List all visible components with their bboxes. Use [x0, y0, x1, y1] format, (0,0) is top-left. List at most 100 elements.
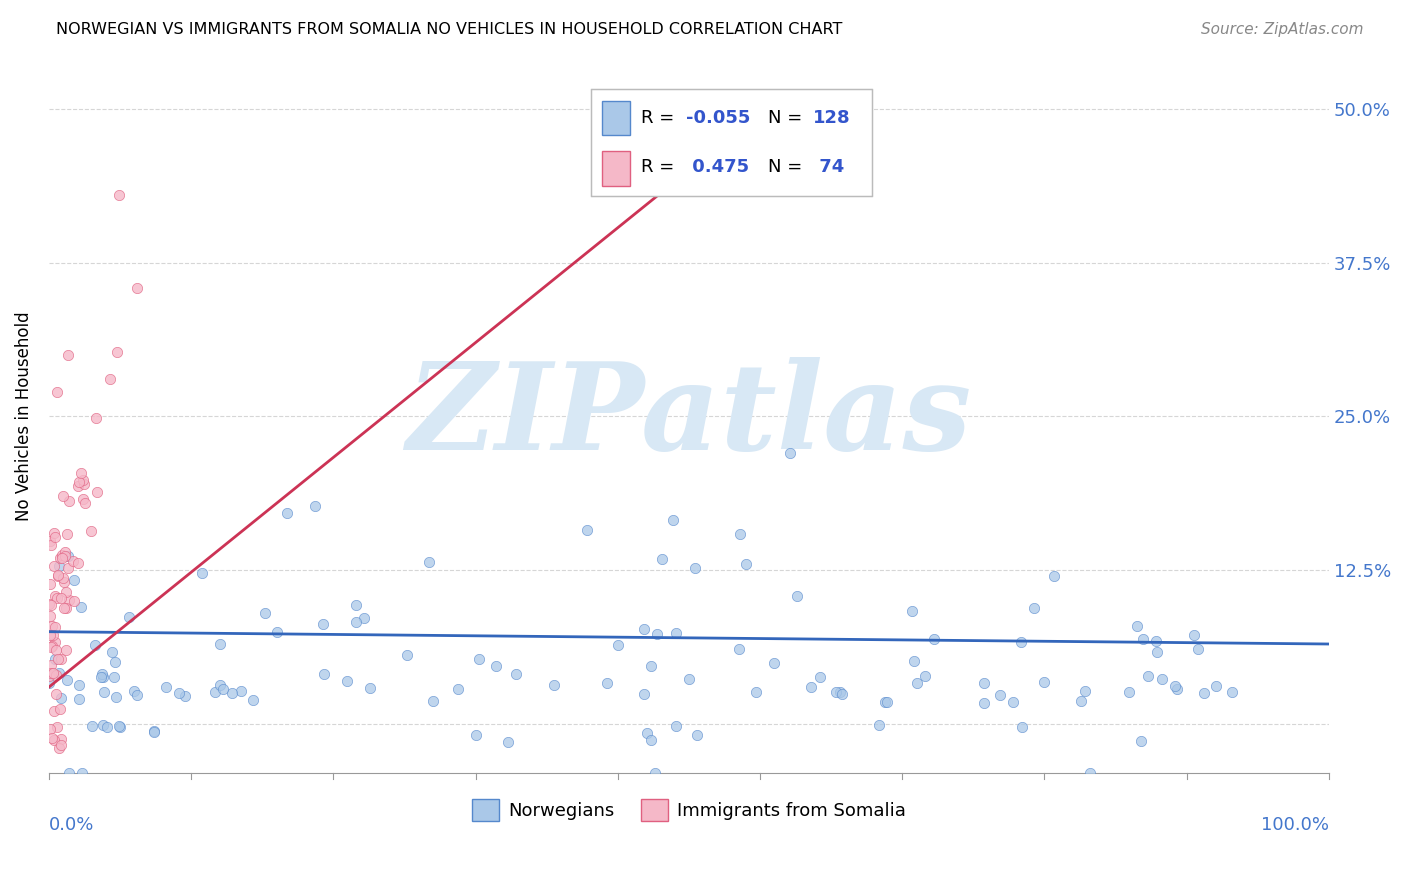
Text: 0.0%: 0.0%: [49, 816, 94, 834]
Point: [973, 696, 995, 710]
Point: [208, 637, 231, 651]
Point: [496, 735, 519, 749]
Point: [118, 609, 141, 624]
Point: [1205, 679, 1227, 693]
Point: [543, 678, 565, 692]
Point: [49, 551, 72, 566]
Point: [86, 485, 108, 500]
Point: [51, 548, 73, 562]
Point: [38, 534, 60, 549]
Point: [42, 732, 65, 747]
Point: [104, 690, 127, 704]
Point: [51, 551, 73, 566]
Point: [640, 733, 662, 747]
Point: [80, 719, 103, 733]
Point: [44, 635, 66, 649]
Point: [353, 611, 375, 625]
Point: [49, 651, 72, 665]
Point: [91, 718, 114, 732]
Bar: [602, 101, 630, 136]
Point: [1136, 669, 1159, 683]
Point: [72, 474, 94, 488]
Point: [191, 566, 214, 580]
Point: [62, 553, 84, 567]
Point: [683, 561, 706, 575]
Point: [46, 591, 69, 605]
Point: [49, 691, 72, 706]
Point: [728, 527, 751, 541]
Point: [344, 598, 367, 612]
Point: [1164, 679, 1187, 693]
Point: [42, 666, 65, 681]
Text: N =: N =: [768, 109, 807, 127]
Point: [75, 495, 97, 509]
Point: [468, 652, 491, 666]
Point: [48, 559, 70, 574]
Point: [645, 627, 668, 641]
Point: [465, 728, 488, 742]
Text: R =: R =: [641, 159, 681, 177]
Point: [39, 538, 62, 552]
Point: [607, 639, 630, 653]
Point: [1032, 675, 1054, 690]
Text: -0.055: -0.055: [686, 109, 751, 127]
Point: [38, 669, 60, 683]
Point: [336, 673, 359, 688]
Point: [229, 683, 252, 698]
Point: [155, 680, 177, 694]
Point: [640, 659, 662, 673]
Point: [763, 656, 786, 670]
Point: [63, 593, 86, 607]
Point: [55, 601, 77, 615]
Point: [905, 676, 928, 690]
Point: [101, 645, 124, 659]
Point: [678, 673, 700, 687]
Point: [38, 676, 60, 690]
Point: [786, 589, 808, 603]
Point: [42, 559, 65, 574]
Point: [52, 489, 75, 503]
Point: [45, 643, 67, 657]
Point: [67, 556, 90, 570]
Point: [665, 719, 688, 733]
Point: [644, 766, 666, 780]
Point: [98, 372, 121, 386]
Point: [41, 639, 63, 653]
Point: [39, 627, 62, 641]
Point: [686, 728, 709, 742]
Point: [1126, 619, 1149, 633]
Point: [55, 585, 77, 599]
Point: [304, 499, 326, 513]
Point: [45, 687, 67, 701]
Point: [42, 525, 65, 540]
Point: [204, 685, 226, 699]
Point: [242, 693, 264, 707]
Point: [868, 718, 890, 732]
Point: [91, 670, 114, 684]
Point: [633, 622, 655, 636]
Point: [728, 642, 751, 657]
Point: [575, 523, 598, 537]
Point: [1144, 634, 1167, 648]
Point: [1150, 672, 1173, 686]
Point: [38, 597, 60, 611]
Point: [58, 549, 80, 563]
Point: [142, 724, 165, 739]
Point: [96, 720, 118, 734]
Point: [58, 766, 80, 780]
Point: [344, 615, 367, 629]
Point: [125, 688, 148, 702]
Point: [1022, 600, 1045, 615]
Point: [173, 689, 195, 703]
Point: [900, 604, 922, 618]
Point: [973, 676, 995, 690]
Point: [41, 731, 63, 745]
Point: [876, 695, 898, 709]
Point: [418, 555, 440, 569]
Point: [103, 670, 125, 684]
Point: [1182, 628, 1205, 642]
Point: [312, 616, 335, 631]
Point: [125, 280, 148, 294]
Point: [485, 659, 508, 673]
Point: [67, 691, 90, 706]
